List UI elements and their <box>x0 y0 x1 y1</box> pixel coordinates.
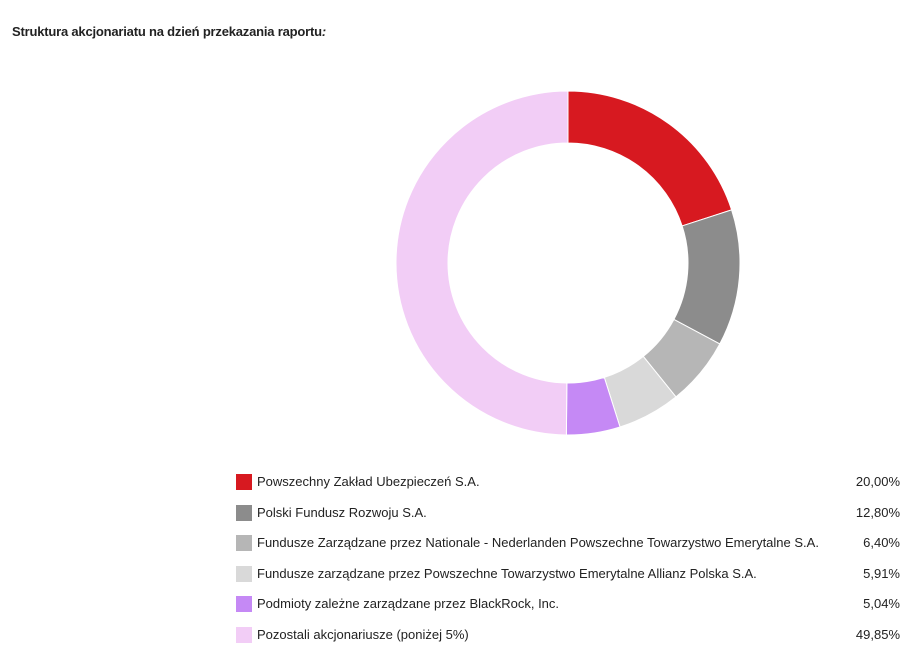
legend-swatch <box>236 626 252 643</box>
legend-value: 6,40% <box>863 535 900 551</box>
legend-swatch <box>236 535 252 552</box>
donut-chart <box>395 90 741 436</box>
legend-value: 5,04% <box>863 596 900 612</box>
legend-item-polski-fundusz-rozwoju-s-a[interactable]: Polski Fundusz Rozwoju S.A. 12,80% <box>236 503 900 534</box>
chart-title-text: Struktura akcjonariatu na dzień przekaza… <box>12 24 322 39</box>
legend-label: Pozostali akcjonariusze (poniżej 5%) <box>257 626 469 642</box>
donut-slice-polski-fundusz-rozwoju-s-a[interactable] <box>673 209 741 345</box>
legend-item-powszechny-zaklad-ubezpieczen-s-a[interactable]: Powszechny Zakład Ubezpieczeń S.A. 20,00% <box>236 472 900 503</box>
legend-swatch <box>236 565 252 582</box>
chart-legend: Powszechny Zakład Ubezpieczeń S.A. 20,00%… <box>236 472 900 656</box>
legend-value: 5,91% <box>863 565 900 581</box>
legend-swatch <box>236 474 252 490</box>
chart-title-colon: : <box>321 24 326 39</box>
legend-label: Podmioty zależne zarządzane przez BlackR… <box>257 596 560 612</box>
legend-label: Powszechny Zakład Ubezpieczeń S.A. <box>257 474 480 489</box>
legend-item-podmioty-zalezne-zarzadzane-przez-blackr[interactable]: Podmioty zależne zarządzane przez BlackR… <box>236 594 900 625</box>
legend-value: 49,85% <box>855 626 900 642</box>
legend-value: 12,80% <box>855 504 900 520</box>
legend-swatch <box>236 596 252 613</box>
legend-label: Fundusze zarządzane przez Powszechne Tow… <box>257 565 757 581</box>
legend-item-pozostali-akcjonariusze-ponizej-5[interactable]: Pozostali akcjonariusze (poniżej 5%) 49,8… <box>236 625 900 656</box>
legend-item-fundusze-zarzadzane-przez-powszechne-tow[interactable]: Fundusze zarządzane przez Powszechne Tow… <box>236 564 900 595</box>
chart-title: Struktura akcjonariatu na dzień przekaza… <box>12 24 326 39</box>
legend-swatch <box>236 504 252 521</box>
legend-item-fundusze-zarzadzane-przez-nationale-nede[interactable]: Fundusze Zarządzane przez Nationale - Ne… <box>236 533 900 564</box>
donut-slice-pozostali-akcjonariusze-ponizej-5[interactable] <box>395 90 569 436</box>
donut-slice-powszechny-zaklad-ubezpieczen-s-a[interactable] <box>567 90 733 227</box>
legend-value: 20,00% <box>855 474 900 489</box>
legend-label: Fundusze Zarządzane przez Nationale - Ne… <box>257 535 819 551</box>
legend-label: Polski Fundusz Rozwoju S.A. <box>257 504 427 520</box>
